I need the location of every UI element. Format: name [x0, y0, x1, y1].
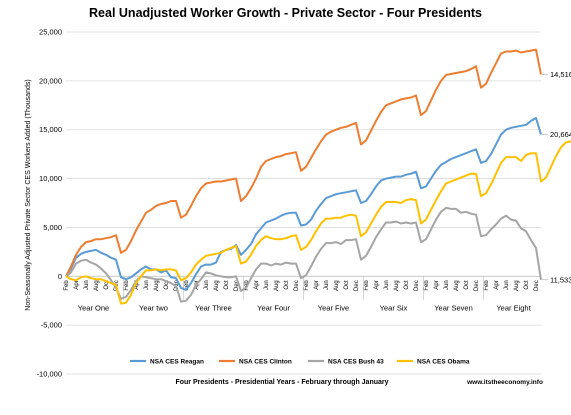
y-tick-label: -10,000 [37, 370, 62, 379]
end-value-label: 11,533 [550, 275, 571, 284]
x-tick-label: Apr [74, 280, 80, 289]
x-tick-label: Feb [484, 280, 490, 291]
y-tick-label: 20,000 [39, 76, 62, 85]
x-tick-label: Apr [494, 280, 500, 289]
x-tick-label: Dec [174, 280, 180, 291]
x-tick-label: Apr [254, 280, 260, 289]
x-tick-label: Oct [104, 280, 110, 290]
x-tick-label: Aug [514, 280, 520, 291]
end-value-label: 20,664 [550, 130, 571, 139]
x-tick-label: Oct [524, 280, 530, 290]
series-line [65, 117, 542, 291]
grid-lines [66, 31, 541, 375]
series-lines [65, 48, 571, 305]
x-tick-label: Feb [304, 280, 310, 291]
x-tick-label: Oct [224, 280, 230, 290]
x-tick-label: Feb [124, 280, 130, 291]
x-tick-label: Apr [434, 280, 440, 289]
year-label: Year Six [380, 303, 408, 312]
x-tick-label: Jun [204, 280, 210, 290]
legend-entry: NSA CES Bush 43 [328, 358, 384, 365]
x-tick-label: Jun [504, 280, 510, 290]
x-tick-label: Jun [324, 280, 330, 290]
x-tick-label: Dec [294, 280, 300, 291]
y-tick-label: 25,000 [39, 28, 62, 37]
year-label: Year Three [195, 303, 232, 312]
end-value-label: 14,516 [550, 70, 571, 79]
x-tick-label: Oct [464, 280, 470, 290]
x-tick-label: Apr [314, 280, 320, 289]
legend-entry: NSA CES Reagan [150, 358, 204, 365]
series-line [65, 206, 542, 303]
y-tick-label: 10,000 [39, 174, 62, 183]
x-tick-label: Dec [414, 280, 420, 291]
x-tick-label: Feb [364, 280, 370, 291]
x-tick-label: Apr [374, 280, 380, 289]
x-tick-label: Apr [134, 280, 140, 289]
source-url: www.itstheeconomy.info [466, 379, 543, 386]
x-tick-label: Dec [474, 280, 480, 291]
year-label: Year One [78, 303, 109, 312]
x-tick-label: Aug [154, 280, 160, 291]
legend-entry: NSA CES Obama [417, 358, 470, 365]
x-tick-label: Feb [424, 280, 430, 291]
x-tick-label: Jun [264, 280, 270, 290]
year-label: Year Five [318, 303, 349, 312]
y-axis-title: Non-Seasonally Adjusted Private Sector C… [25, 79, 32, 310]
x-tick-label: Jun [84, 280, 90, 290]
x-tick-label: Jun [444, 280, 450, 290]
legend-entry: NSA CES Clinton [239, 358, 292, 365]
y-tick-label: 5,000 [43, 223, 62, 232]
x-tick-label: Jun [144, 280, 150, 290]
year-label: Year two [139, 303, 168, 312]
x-tick-label: Aug [454, 280, 460, 291]
x-tick-label: Dec [534, 280, 540, 291]
series-line [65, 48, 542, 277]
y-axis-ticks: -10,000 -5,000 0 5,000 10,000 15,000 20,000 25,… [37, 28, 62, 379]
legend: NSA CES Reagan NSA CES Clinton NSA CES Bus… [130, 358, 470, 365]
y-tick-label: -5,000 [41, 321, 62, 330]
x-tick-label: Jun [384, 280, 390, 290]
x-tick-label: Oct [284, 280, 290, 290]
x-tick-label: Aug [274, 280, 280, 291]
x-tick-label: Oct [344, 280, 350, 290]
chart-title: Real Unadjusted Worker Growth - Private … [89, 6, 482, 20]
y-tick-label: 15,000 [39, 125, 62, 134]
x-axis-title: Four Presidents - Presidential Years - F… [175, 379, 388, 386]
x-tick-label: Dec [354, 280, 360, 291]
year-label: Year Seven [434, 303, 473, 312]
x-tick-label: Aug [334, 280, 340, 291]
x-tick-label: Aug [394, 280, 400, 291]
x-tick-label: Aug [214, 280, 220, 291]
year-label: Year Four [257, 303, 290, 312]
x-tick-label: Oct [164, 280, 170, 290]
x-tick-label: Oct [404, 280, 410, 290]
y-tick-label: 0 [58, 272, 62, 281]
year-label: Year Eight [496, 303, 531, 312]
x-tick-label: Feb [64, 280, 70, 291]
x-tick-label: Dec [234, 280, 240, 291]
x-tick-label: Aug [94, 280, 100, 291]
series-line [65, 140, 571, 305]
x-tick-label: Feb [184, 280, 190, 291]
